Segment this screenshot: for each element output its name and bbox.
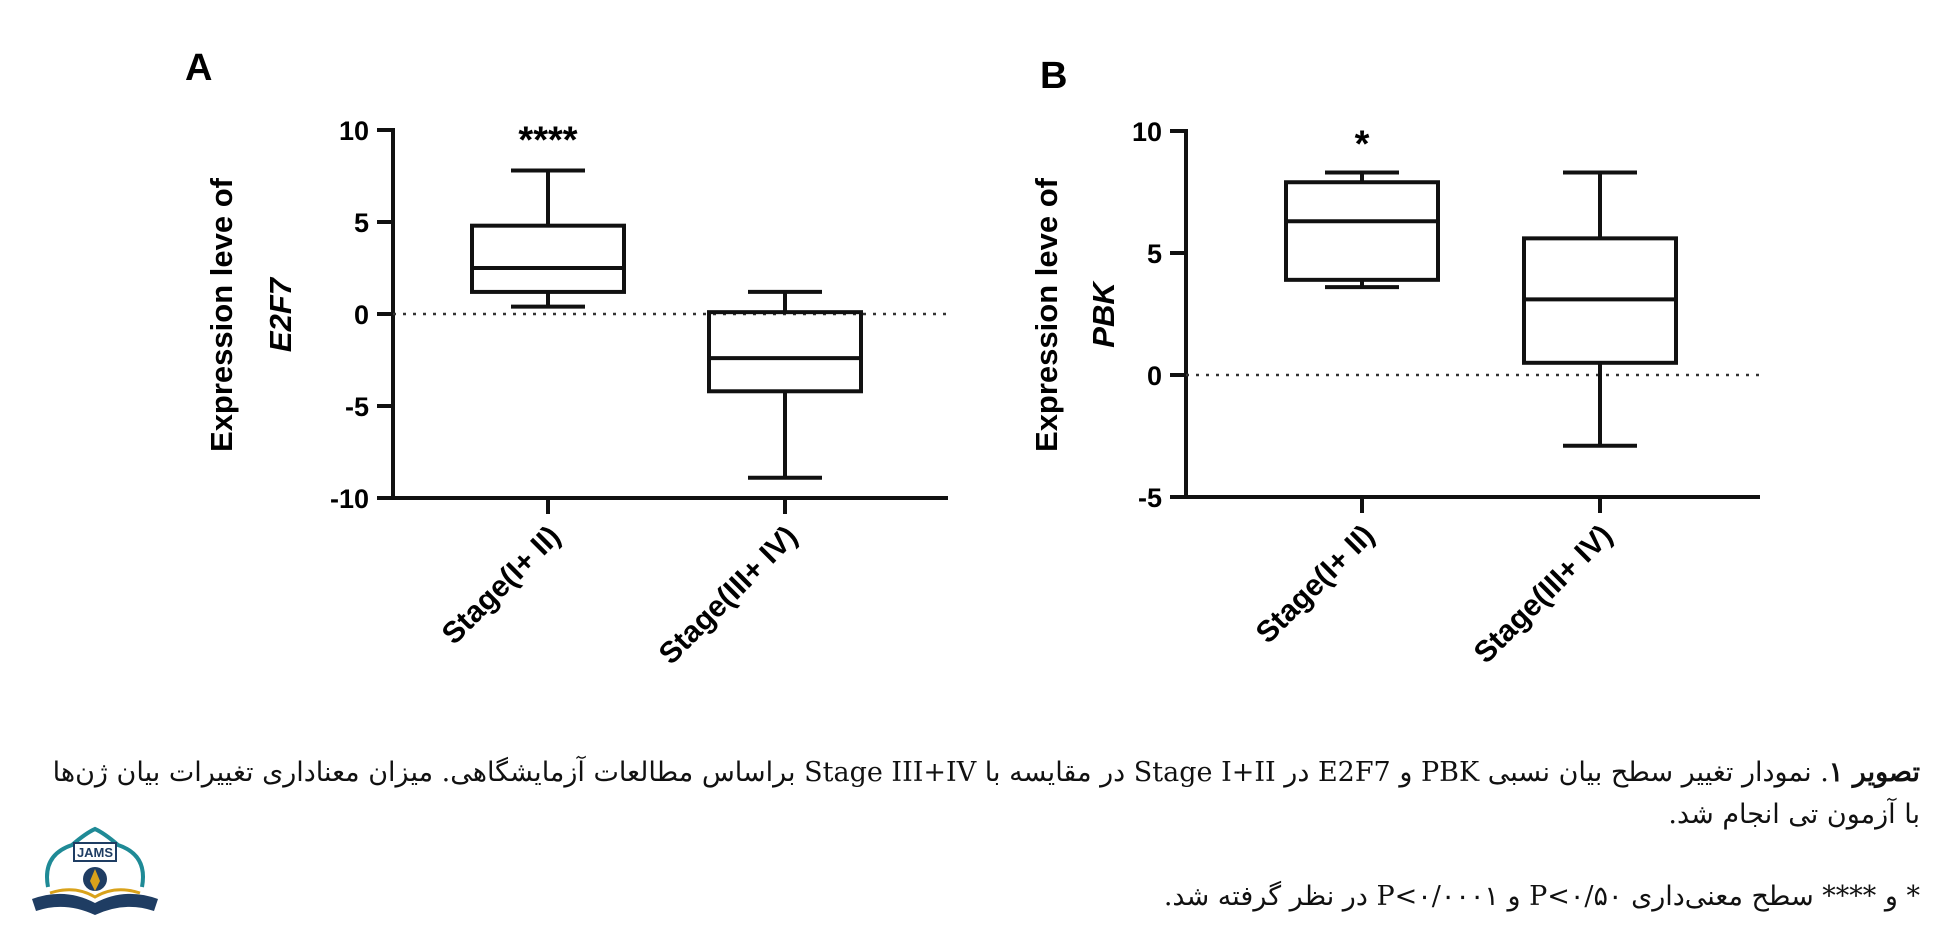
box-2	[707, 289, 863, 480]
y-tick-label: 10	[1132, 117, 1162, 147]
y-tick-label: 0	[354, 300, 369, 330]
significance-marker: ****	[518, 119, 577, 161]
caption-title: تصویر ۱	[1828, 757, 1920, 788]
x-category-label: Stage(I+ II)	[436, 520, 567, 651]
journal-logo: JAMS	[32, 826, 158, 915]
y-tick-label: 0	[1147, 361, 1162, 391]
panel-label: A	[185, 47, 212, 89]
logo-book-icon	[32, 893, 158, 915]
x-category-label: Stage(III+ IV)	[1468, 519, 1619, 670]
figure-caption: تصویر ۱. نمودار تغییر سطح بیان نسبی PBK …	[30, 752, 1920, 836]
y-axis-label: Expression leve of	[204, 177, 239, 452]
box-1	[470, 168, 626, 309]
caption-text: . نمودار تغییر سطح بیان نسبی PBK و E2F7 …	[52, 757, 1920, 830]
box-2	[1522, 170, 1678, 448]
iqr-box	[707, 310, 863, 394]
x-category-label: Stage(III+ IV)	[653, 520, 804, 671]
logo-text: JAMS	[77, 845, 113, 860]
y-axis-gene-label: E2F7	[263, 276, 298, 352]
box-1	[1284, 170, 1440, 290]
panel-A: A Expression leve of E2F7 10 5 0 -5 -10 Stage(I+…	[185, 47, 948, 671]
significance-marker: *	[1355, 123, 1370, 165]
y-axis-label: Expression leve of	[1029, 177, 1064, 452]
panel-B: B Expression leve of PBK 10 5 0 -5 Stage(I+ II)…	[1029, 55, 1760, 670]
chart-figure: A Expression leve of E2F7 10 5 0 -5 -10 Stage(I+…	[185, 47, 1760, 671]
y-tick-label: -5	[1138, 483, 1162, 513]
caption-significance-note: * و **** سطح معنی‌داری P<۰/۵۰ و P<۰/۰۰۰۱…	[1163, 881, 1920, 912]
y-axis-gene-label: PBK	[1086, 280, 1121, 348]
iqr-box	[470, 223, 626, 294]
y-tick-label: 5	[1147, 239, 1162, 269]
y-tick-label: 10	[339, 116, 369, 146]
y-tick-label: 5	[354, 208, 369, 238]
y-tick-label: -10	[330, 484, 369, 514]
iqr-box	[1284, 180, 1440, 282]
panel-label: B	[1040, 55, 1067, 97]
x-category-label: Stage(I+ II)	[1250, 519, 1381, 650]
figure-caption-note: * و **** سطح معنی‌داری P<۰/۵۰ و P<۰/۰۰۰۱…	[30, 876, 1920, 918]
logo-arch-icon	[45, 826, 145, 888]
y-tick-label: -5	[345, 392, 369, 422]
logo-badge	[73, 842, 117, 862]
